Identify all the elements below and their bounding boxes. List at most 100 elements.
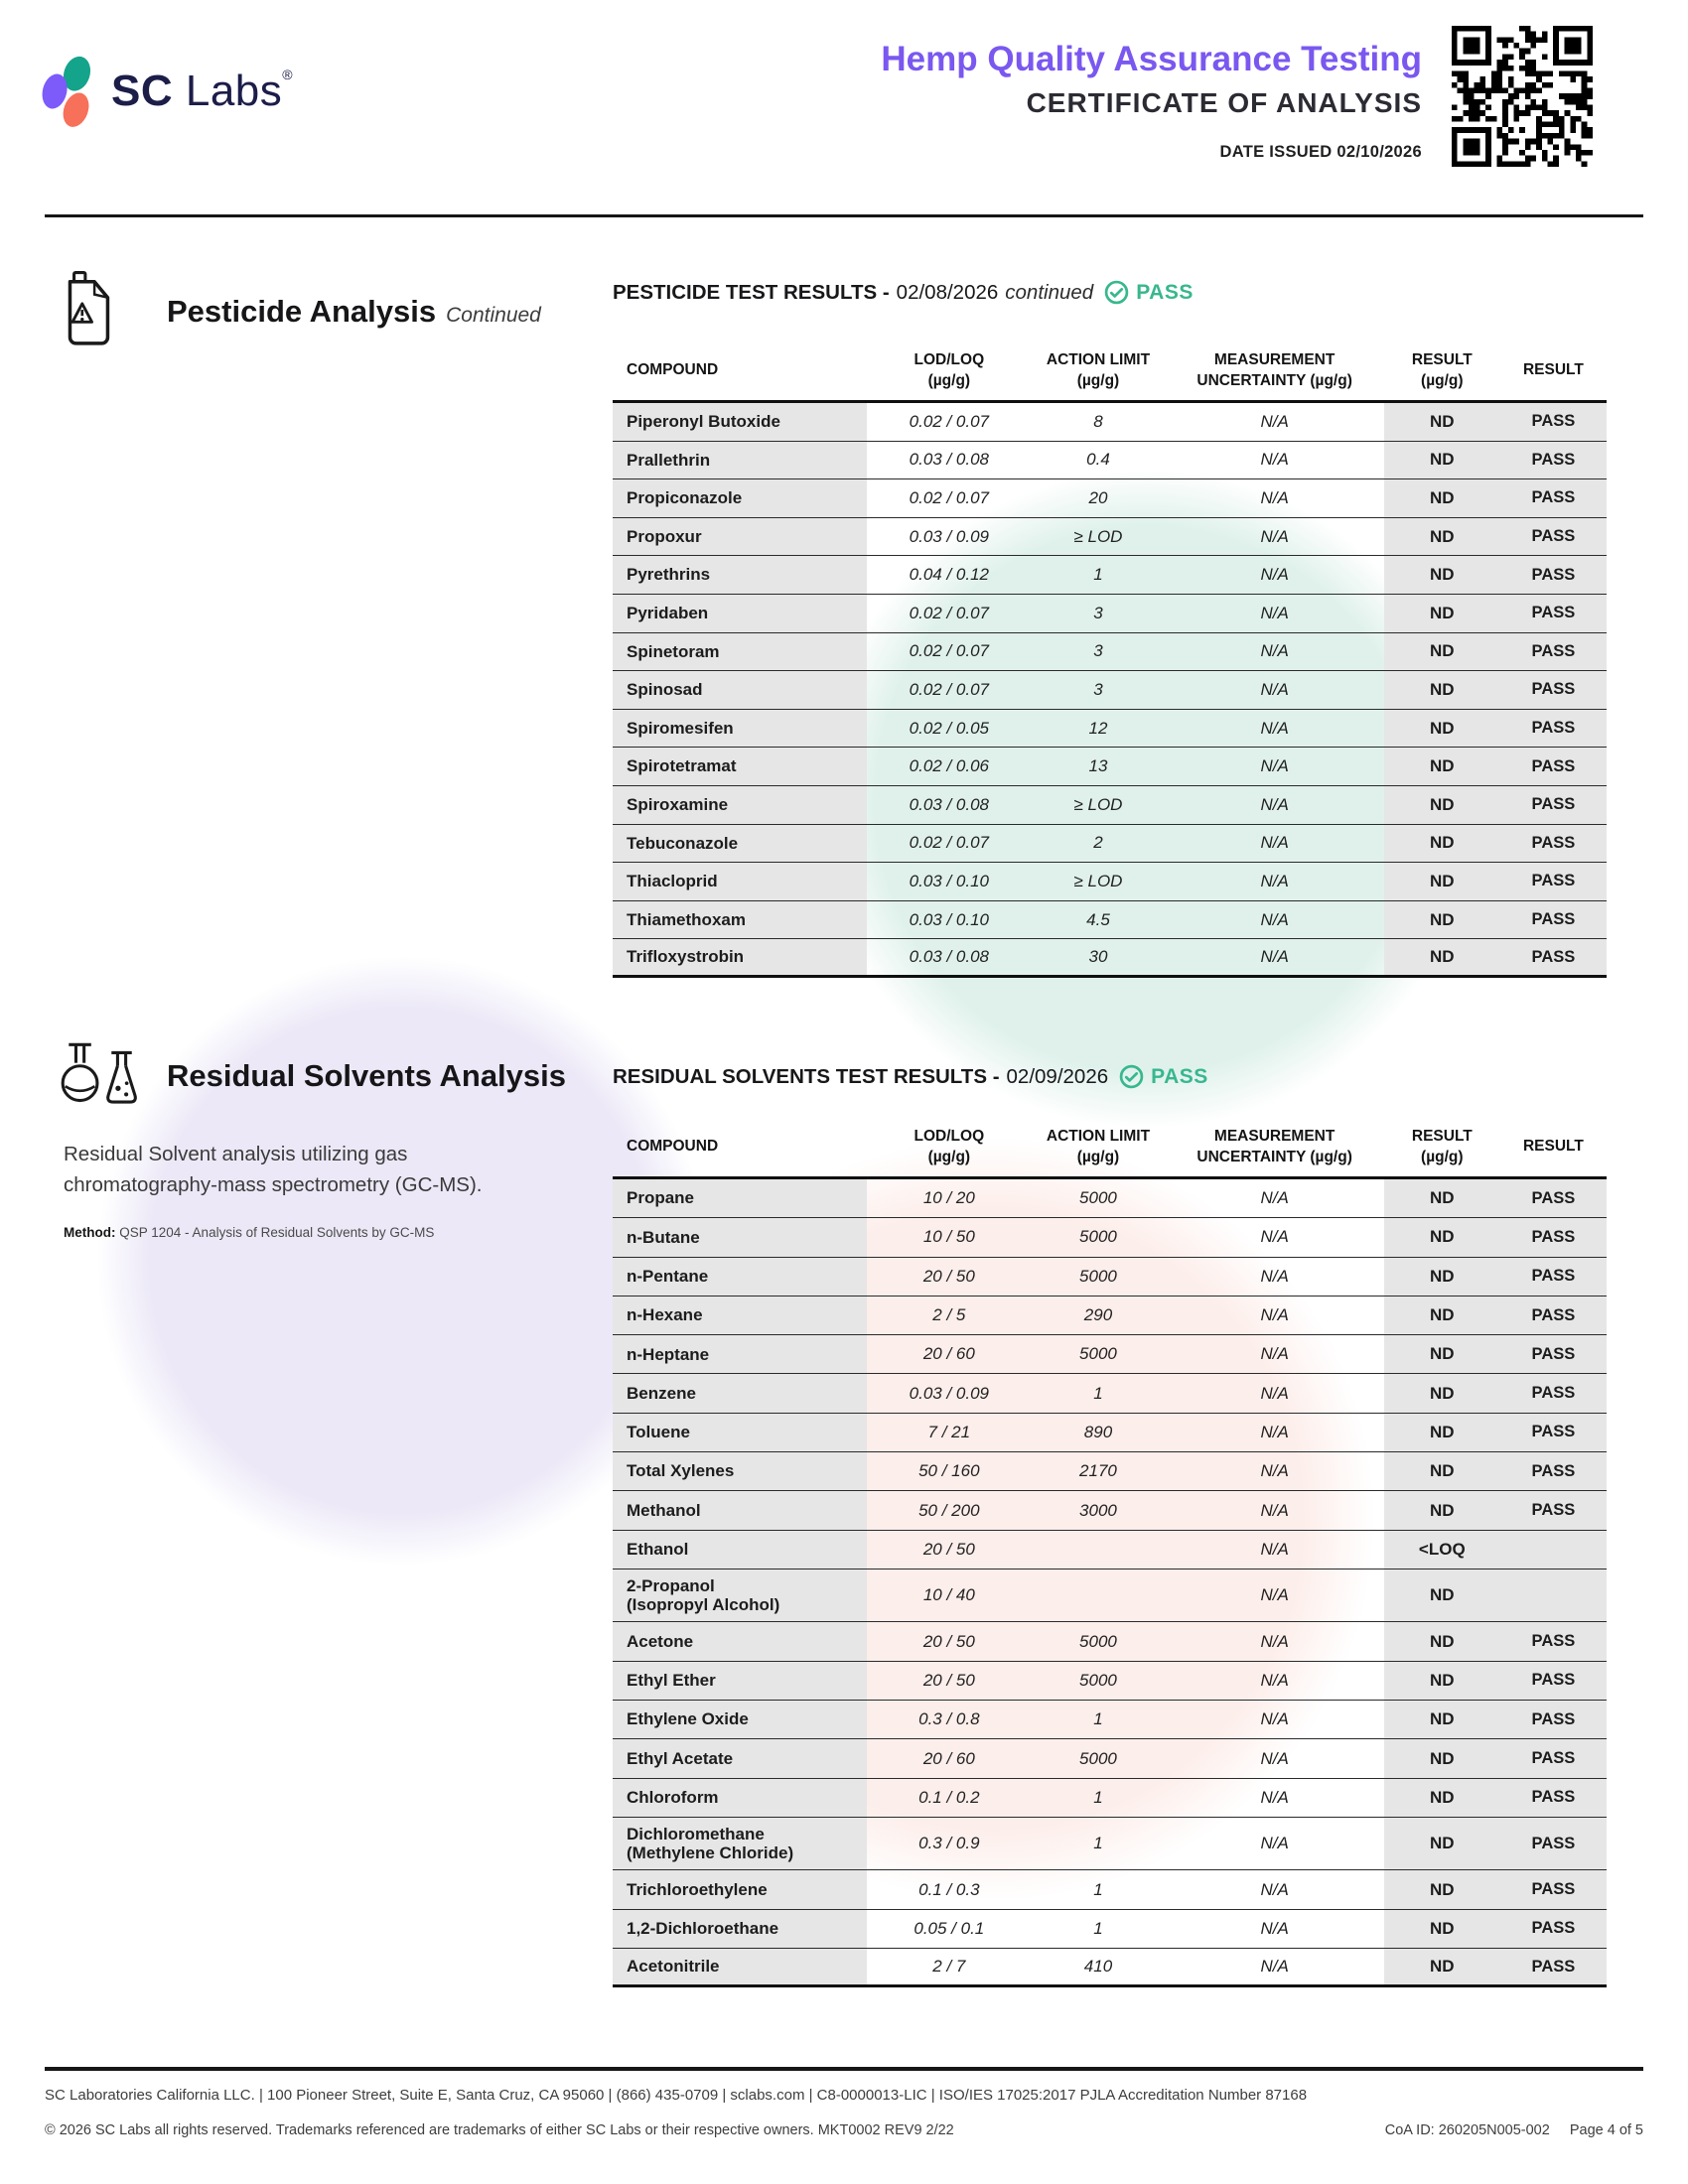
lod-loq-cell: 0.05 / 0.1: [914, 1918, 985, 1938]
compound-cell: Trifloxystrobin: [613, 939, 868, 975]
lod-loq-cell: 0.03 / 0.08: [909, 450, 989, 470]
uncertainty-cell: N/A: [1260, 794, 1289, 814]
result-status-cell: PASS: [1499, 517, 1607, 556]
pesticide-results-date: 02/08/2026: [896, 280, 999, 304]
column-header: ACTION LIMIT (µg/g): [1046, 351, 1151, 389]
result-status-cell: PASS: [1499, 1491, 1607, 1530]
uncertainty-cell: N/A: [1260, 1585, 1289, 1605]
compound-cell: Ethyl Acetate: [613, 1739, 868, 1778]
result-value-cell: ND: [1383, 1739, 1500, 1778]
lod-loq-cell: 20 / 50: [922, 1670, 975, 1690]
compound-cell: Spinetoram: [613, 632, 868, 671]
lod-loq-cell: 0.02 / 0.07: [909, 603, 989, 622]
table-row: Spiromesifen 0.02 / 0.05 12 N/A ND PASS: [613, 709, 1607, 749]
pesticide-section-header: [60, 270, 121, 347]
action-limit-cell: 0.4: [1086, 450, 1110, 470]
uncertainty-cell: N/A: [1260, 871, 1289, 890]
lod-loq-cell: 10 / 50: [922, 1227, 975, 1247]
lod-loq-cell: 0.3 / 0.8: [918, 1709, 980, 1729]
uncertainty-cell: N/A: [1260, 909, 1289, 929]
result-status-cell: PASS: [1499, 785, 1607, 824]
uncertainty-cell: N/A: [1260, 1500, 1289, 1520]
pass-check-icon: [1104, 280, 1129, 305]
action-limit-cell: 5000: [1079, 1748, 1117, 1768]
document-subtitle: CERTIFICATE OF ANALYSIS: [1026, 87, 1422, 118]
action-limit-cell: 1: [1093, 1879, 1103, 1899]
lod-loq-cell: 10 / 40: [922, 1585, 975, 1605]
result-status-cell: PASS: [1499, 1778, 1607, 1817]
compound-cell: 2-Propanol (Isopropyl Alcohol): [613, 1569, 868, 1622]
compound-cell: Ethyl Ether: [613, 1661, 868, 1701]
coa-id: CoA ID: 260205N005-002: [1384, 2122, 1550, 2138]
uncertainty-cell: N/A: [1260, 1957, 1289, 1977]
action-limit-cell: 30: [1088, 947, 1108, 967]
uncertainty-cell: N/A: [1260, 833, 1289, 853]
table-row: Ethylene Oxide 0.3 / 0.8 1 N/A ND PASS: [613, 1701, 1607, 1740]
result-status-cell: PASS: [1499, 1374, 1607, 1413]
uncertainty-cell: N/A: [1260, 1834, 1289, 1853]
lod-loq-cell: 2 / 5: [932, 1305, 966, 1325]
lod-loq-cell: 0.02 / 0.05: [909, 718, 989, 738]
table-row: Chloroform 0.1 / 0.2 1 N/A ND PASS: [613, 1778, 1607, 1818]
table-row: n-Hexane 2 / 5 290 N/A ND PASS: [613, 1296, 1607, 1336]
action-limit-cell: [1031, 1531, 1165, 1569]
lod-loq-cell: 0.04 / 0.12: [909, 565, 989, 585]
action-limit-cell: 5000: [1079, 1266, 1117, 1286]
compound-cell: Spirotetramat: [613, 748, 868, 785]
lod-loq-cell: 20 / 50: [922, 1631, 975, 1651]
result-value-cell: ND: [1383, 1778, 1500, 1817]
result-value-cell: ND: [1383, 517, 1500, 556]
table-row: Ethanol 20 / 50 N/A <LOQ: [613, 1530, 1607, 1570]
result-status-cell: PASS: [1499, 1413, 1607, 1452]
column-header: MEASUREMENT UNCERTAINTY (µg/g): [1196, 351, 1352, 389]
uncertainty-cell: N/A: [1260, 1461, 1289, 1481]
pesticide-section-title-row: Pesticide Analysis Continued: [167, 294, 541, 330]
compound-cell: Total Xylenes: [613, 1452, 868, 1491]
compound-cell: 1,2-Dichloroethane: [613, 1909, 868, 1949]
uncertainty-cell: N/A: [1260, 947, 1289, 967]
uncertainty-cell: N/A: [1260, 679, 1289, 699]
uncertainty-cell: N/A: [1260, 641, 1289, 661]
result-status-cell: PASS: [1499, 1257, 1607, 1296]
result-status-cell: PASS: [1499, 1739, 1607, 1778]
pesticide-results-label: PESTICIDE TEST RESULTS -: [613, 280, 890, 304]
uncertainty-cell: N/A: [1260, 1709, 1289, 1729]
compound-cell: Propoxur: [613, 517, 868, 556]
action-limit-cell: 1: [1093, 565, 1103, 585]
uncertainty-cell: N/A: [1260, 1748, 1289, 1768]
lod-loq-cell: 0.03 / 0.09: [909, 1383, 989, 1403]
column-header: MEASUREMENT UNCERTAINTY (µg/g): [1196, 1128, 1352, 1165]
compound-cell: Tebuconazole: [613, 824, 868, 863]
lod-loq-cell: 0.1 / 0.3: [918, 1879, 980, 1899]
solvents-results-label: RESIDUAL SOLVENTS TEST RESULTS -: [613, 1064, 1000, 1088]
action-limit-cell: 5000: [1079, 1188, 1117, 1208]
result-status-cell: PASS: [1499, 1701, 1607, 1739]
document-title: Hemp Quality Assurance Testing: [881, 40, 1422, 78]
result-status-cell: PASS: [1499, 441, 1607, 479]
lod-loq-cell: 0.02 / 0.07: [909, 641, 989, 661]
lod-loq-cell: 0.02 / 0.07: [909, 679, 989, 699]
date-issued-value: 02/10/2026: [1336, 143, 1422, 161]
result-value-cell: ND: [1383, 1569, 1500, 1622]
lod-loq-cell: 50 / 200: [918, 1500, 980, 1520]
column-header: RESULT (µg/g): [1411, 351, 1473, 389]
uncertainty-cell: N/A: [1260, 487, 1289, 507]
solvents-section-title-row: Residual Solvents Analysis: [167, 1058, 566, 1094]
column-header: LOD/LOQ (µg/g): [914, 1128, 985, 1165]
logo-regular-part: Labs: [185, 67, 283, 115]
action-limit-cell: 1: [1093, 1709, 1103, 1729]
column-header: COMPOUND: [627, 361, 719, 379]
action-limit-cell: 5000: [1079, 1670, 1117, 1690]
result-status-cell: PASS: [1499, 1817, 1607, 1870]
table-row: Spiroxamine 0.03 / 0.08 ≥ LOD N/A ND PASS: [613, 785, 1607, 825]
action-limit-cell: 1: [1093, 1834, 1103, 1853]
action-limit-cell: 3: [1093, 603, 1103, 622]
result-status-cell: [1499, 1569, 1607, 1622]
table-row: Thiamethoxam 0.03 / 0.10 4.5 N/A ND PASS: [613, 900, 1607, 940]
column-header: RESULT: [1522, 361, 1584, 379]
table-row: Toluene 7 / 21 890 N/A ND PASS: [613, 1413, 1607, 1453]
uncertainty-cell: N/A: [1260, 1422, 1289, 1441]
result-value-cell: ND: [1383, 1622, 1500, 1661]
result-value-cell: ND: [1383, 1909, 1500, 1949]
page-number: Page 4 of 5: [1569, 2122, 1643, 2138]
